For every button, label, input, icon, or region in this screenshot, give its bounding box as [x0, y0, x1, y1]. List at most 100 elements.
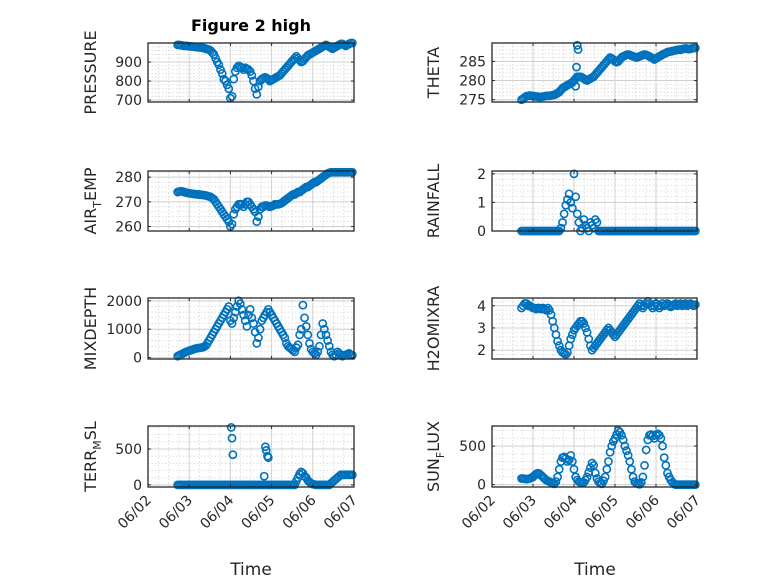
y-axis-label: MIXDEPTH [81, 287, 100, 370]
y-tick-label: 280 [459, 74, 486, 90]
data-point [237, 304, 247, 314]
y-tick-label: 275 [459, 93, 486, 109]
data-point [569, 464, 579, 474]
data-point [590, 468, 600, 478]
x-axis-label-right: Time [573, 560, 616, 580]
data-point [602, 464, 612, 474]
data-point [254, 82, 263, 92]
y-tick-label: 500 [459, 439, 486, 455]
data-point [566, 198, 576, 207]
y-tick-label: 800 [115, 74, 142, 90]
data-point [295, 330, 305, 340]
y-tick-label: 2000 [106, 294, 142, 310]
data-point [600, 472, 610, 482]
data-point [656, 433, 666, 443]
data-point [567, 203, 577, 213]
data-point [641, 299, 651, 308]
data-point [303, 330, 313, 340]
y-tick-label: 3 [477, 321, 486, 337]
data-point [227, 433, 237, 443]
data-point [635, 479, 644, 489]
data-point [625, 457, 635, 466]
data-point [252, 338, 262, 348]
axes-box [147, 42, 355, 103]
axes-box [491, 425, 698, 488]
data-point [592, 218, 602, 227]
data-point [247, 70, 257, 80]
data-point [558, 218, 567, 227]
y-tick-label: 500 [115, 442, 142, 458]
y-tick-label: 0 [477, 224, 486, 240]
data-point [305, 338, 314, 348]
data-point [229, 313, 239, 323]
y-axis-label: SUNFLUX [424, 421, 447, 492]
data-point [239, 310, 248, 320]
data-point [579, 319, 589, 328]
y-axis-label: PRESSURE [81, 30, 100, 114]
data-point [640, 460, 649, 470]
data-point [638, 472, 648, 482]
data-point [229, 209, 239, 219]
y-tick-label: 4 [477, 299, 486, 315]
subplot-2: 275 280 285 THETA [424, 40, 700, 109]
y-tick-label: 285 [459, 54, 486, 70]
data-point [690, 43, 700, 53]
data-point [217, 69, 227, 78]
x-axis-label-left: Time [229, 560, 272, 580]
data-point [553, 472, 562, 482]
data-point [608, 330, 618, 339]
y-tick-label: 0 [133, 351, 142, 367]
y-tick-label: 270 [115, 195, 142, 211]
figure-title: Figure 2 high [191, 16, 311, 35]
data-point [617, 430, 626, 440]
data-point [569, 169, 579, 179]
data-point [567, 457, 577, 466]
data-point [556, 223, 566, 233]
data-point [249, 319, 258, 328]
axes-box [491, 170, 698, 232]
data-point [280, 333, 290, 343]
subplot-6: 2 3 4 H2OMIXRA [424, 286, 700, 371]
data-point [255, 324, 265, 334]
data-point [263, 453, 273, 462]
data-point [214, 60, 224, 70]
axes-box [147, 297, 355, 360]
data-point [554, 464, 564, 474]
subplot-4: 0 1 2 RAINFALL [424, 164, 700, 240]
data-point [321, 330, 331, 340]
data-point [245, 304, 255, 314]
y-axis-label: THETA [424, 47, 443, 99]
data-point [690, 300, 700, 310]
data-point [224, 302, 234, 311]
data-point [298, 300, 308, 310]
data-point [543, 303, 553, 313]
data-point [254, 333, 263, 343]
data-point [571, 192, 581, 202]
data-point [259, 471, 269, 481]
data-point [252, 217, 262, 227]
data-point [301, 321, 311, 331]
data-point [658, 441, 667, 451]
data-point [235, 299, 245, 309]
data-point [582, 472, 592, 482]
data-point [226, 423, 236, 432]
data-point [228, 450, 238, 460]
axes-box [491, 42, 698, 103]
data-point [300, 313, 309, 323]
data-point [690, 480, 700, 490]
y-axis-label: AIRTEMP [81, 167, 104, 234]
y-tick-label: 0 [477, 478, 486, 494]
data-point [636, 301, 646, 311]
data-point [573, 45, 583, 54]
y-axis-label: RAINFALL [424, 164, 443, 239]
data-point [572, 62, 581, 72]
data-point [567, 330, 577, 339]
data-point [604, 457, 613, 466]
y-axis-label: TERRMSL [81, 421, 104, 493]
data-point [545, 305, 554, 315]
data-point [661, 460, 671, 470]
data-point [571, 81, 581, 91]
data-point [227, 319, 237, 328]
data-point [589, 460, 599, 470]
